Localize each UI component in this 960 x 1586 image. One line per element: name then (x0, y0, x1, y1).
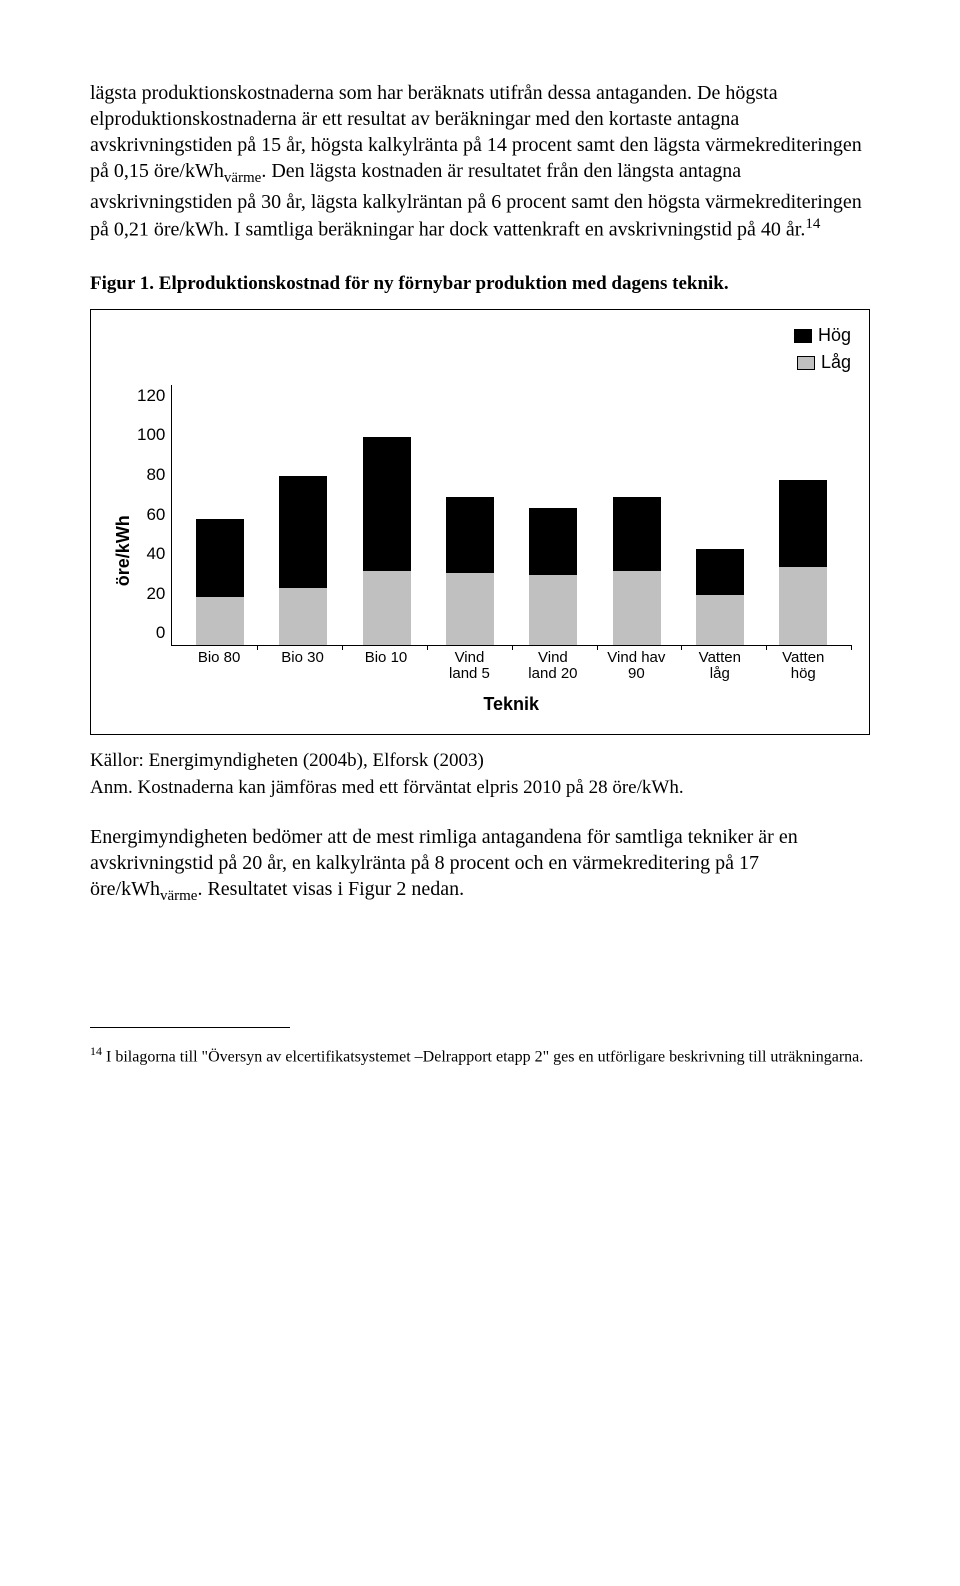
bar-seg-low (196, 597, 244, 645)
para2-sub: värme (160, 888, 197, 904)
paragraph-2: Energimyndigheten bedömer att de mest ri… (90, 824, 870, 907)
plot-wrap: Bio 80 Bio 30 Bio 10 Vind land 5 Vind land 2… (171, 385, 851, 716)
bar-seg-high (613, 497, 661, 571)
bar-seg-low (446, 573, 494, 645)
bar (613, 385, 661, 645)
bar-seg-high (529, 508, 577, 575)
bar-seg-high (363, 437, 411, 571)
chart-legend: Hög Låg (109, 324, 851, 375)
bar (696, 385, 744, 645)
bar-seg-low (363, 571, 411, 645)
legend-item-high: Hög (794, 324, 851, 347)
y-tick: 120 (137, 385, 165, 407)
footnote-number: 14 (90, 1044, 102, 1058)
para2-text-b: . Resultatet visas i Figur 2 nedan. (197, 878, 464, 900)
x-tick: Vind land 20 (523, 650, 583, 683)
y-tick: 20 (146, 583, 165, 605)
chart-container: Hög Låg öre/kWh 120100806040200 Bio 80Bi… (90, 309, 870, 735)
bar (446, 385, 494, 645)
y-tick: 60 (146, 504, 165, 526)
legend-swatch-high (794, 329, 812, 343)
legend-item-low: Låg (797, 351, 851, 374)
bar-seg-high (446, 497, 494, 573)
figure-caption: Figur 1. Elproduktionskostnad för ny för… (90, 272, 870, 297)
bar-seg-low (279, 588, 327, 644)
bar-seg-high (696, 549, 744, 595)
x-tick: Bio 10 (356, 650, 416, 683)
bar (279, 385, 327, 645)
bar-seg-high (196, 519, 244, 597)
y-tick: 0 (156, 622, 165, 644)
bar-seg-high (779, 480, 827, 567)
y-tick: 80 (146, 464, 165, 486)
bar (529, 385, 577, 645)
para1-sub: värme (224, 170, 261, 186)
chart-sources: Källor: Energimyndigheten (2004b), Elfor… (90, 749, 870, 774)
y-tick: 100 (137, 424, 165, 446)
x-tick: Bio 80 (189, 650, 249, 683)
legend-label-low: Låg (821, 351, 851, 374)
bar-seg-high (279, 476, 327, 589)
bar (363, 385, 411, 645)
x-tick: Vind land 5 (439, 650, 499, 683)
bar-seg-low (779, 567, 827, 645)
bar (779, 385, 827, 645)
y-tick: 40 (146, 543, 165, 565)
footnote-rule (90, 1027, 290, 1028)
x-axis-ticks: Bio 80 Bio 30 Bio 10 Vind land 5 Vind land 2… (171, 646, 851, 683)
y-axis-label: öre/kWh (111, 515, 134, 586)
legend-swatch-low (797, 356, 815, 370)
chart-note: Anm. Kostnaderna kan jämföras med ett fö… (90, 776, 870, 801)
footnote-text: I bilagorna till "Översyn av elcertifika… (102, 1048, 863, 1065)
bar-seg-low (613, 571, 661, 645)
x-tick: Vind hav 90 (606, 650, 666, 683)
bar-seg-low (529, 575, 577, 644)
para1-sup: 14 (805, 216, 820, 232)
y-axis-label-wrap: öre/kWh (109, 385, 137, 716)
bar (196, 385, 244, 645)
x-axis-label: Teknik (171, 693, 851, 716)
y-axis-ticks: 120 100 80 60 40 20 0 (137, 385, 171, 645)
bar-seg-low (696, 595, 744, 645)
legend-label-high: Hög (818, 324, 851, 347)
paragraph-1: lägsta produktionskostnaderna som har be… (90, 80, 870, 242)
plot-area (171, 385, 851, 646)
footnote: 14 I bilagorna till "Översyn av elcertif… (90, 1044, 870, 1067)
x-tick: Bio 30 (273, 650, 333, 683)
x-tick: Vatten hög (773, 650, 833, 683)
x-tick: Vatten låg (690, 650, 750, 683)
chart-area: öre/kWh 120100806040200 Bio 80Bio 30Bio … (109, 385, 851, 716)
